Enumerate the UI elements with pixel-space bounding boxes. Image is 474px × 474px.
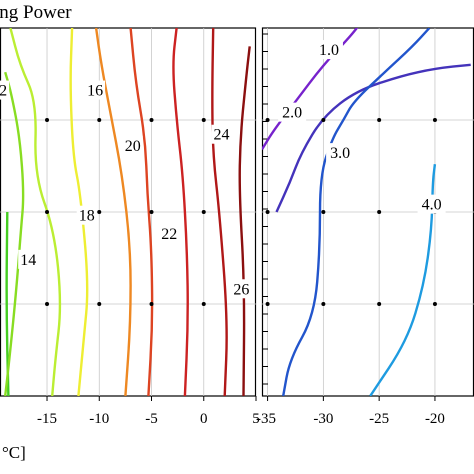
contour-label: 14 bbox=[20, 252, 36, 269]
contour-label: 16 bbox=[87, 83, 103, 100]
grid-point bbox=[201, 302, 206, 306]
grid-point bbox=[45, 118, 50, 122]
contour-label-bg bbox=[326, 143, 355, 163]
contour-label-bg bbox=[85, 80, 106, 100]
right-panel: 1.0 2.0 3.0 4.0 -35 -30 -25 -20 bbox=[256, 27, 474, 427]
contour-line-2 bbox=[4, 71, 25, 396]
grid-point bbox=[321, 302, 326, 306]
x-tick-label: -35 bbox=[256, 411, 276, 427]
contour-label: 4.0 bbox=[422, 197, 442, 214]
x-axis-label-fragment: °C] bbox=[2, 443, 26, 462]
x-tick-label: -25 bbox=[369, 411, 389, 427]
left-contour-labels: 2 14 16 18 20 22 24 26 bbox=[0, 80, 252, 299]
grid-point bbox=[149, 210, 154, 214]
left-grid-points bbox=[45, 118, 206, 306]
contour-label-bg bbox=[278, 102, 307, 122]
grid-point bbox=[201, 210, 206, 214]
contour-label: 2.0 bbox=[282, 105, 302, 122]
contour-label: 20 bbox=[125, 138, 141, 155]
x-tick-label: -10 bbox=[89, 411, 109, 427]
contour-label-bg bbox=[122, 135, 143, 155]
grid-point bbox=[149, 118, 154, 122]
contour-label: 26 bbox=[233, 281, 249, 298]
grid-point bbox=[45, 302, 50, 306]
contour-line-22 bbox=[172, 28, 189, 396]
grid-point bbox=[97, 118, 102, 122]
contour-label: 18 bbox=[79, 208, 95, 225]
contour-label-bg bbox=[231, 279, 252, 299]
grid-point bbox=[265, 302, 270, 306]
grid-point bbox=[377, 302, 382, 306]
contour-line-18 bbox=[94, 28, 132, 396]
grid-point bbox=[201, 118, 206, 122]
contour-label-bg bbox=[18, 249, 39, 269]
left-x-ticks: -15 -10 -5 0 5 bbox=[37, 396, 260, 427]
contour-label-bg bbox=[76, 205, 97, 225]
grid-point bbox=[432, 302, 437, 306]
x-tick-label: 0 bbox=[200, 411, 208, 427]
contour-label: 1.0 bbox=[319, 42, 339, 59]
contour-line-2-0 bbox=[275, 63, 471, 213]
grid-point bbox=[97, 210, 102, 214]
contour-label-bg bbox=[417, 194, 446, 214]
contour-label: 24 bbox=[214, 127, 230, 144]
right-grid-points bbox=[265, 118, 437, 306]
grid-point bbox=[149, 302, 154, 306]
contour-line-16 bbox=[69, 28, 89, 396]
x-tick-label: -30 bbox=[313, 411, 333, 427]
contour-line-24 bbox=[211, 28, 228, 396]
x-tick-label: -5 bbox=[145, 411, 158, 427]
contour-label: 2 bbox=[0, 83, 7, 100]
grid-point bbox=[265, 118, 270, 122]
x-tick-label: 5 bbox=[252, 411, 260, 427]
right-contour-labels: 1.0 2.0 3.0 4.0 bbox=[278, 40, 446, 214]
grid-point bbox=[377, 210, 382, 214]
contour-label-bg bbox=[0, 80, 10, 100]
x-tick-label: -20 bbox=[425, 411, 445, 427]
grid-point bbox=[377, 118, 382, 122]
contour-label-bg bbox=[211, 124, 232, 144]
left-contours bbox=[4, 28, 251, 396]
contour-label-bg bbox=[314, 40, 343, 60]
grid-point bbox=[45, 210, 50, 214]
grid-point bbox=[97, 302, 102, 306]
contour-label-bg bbox=[159, 224, 180, 244]
grid-point bbox=[321, 118, 326, 122]
grid-point bbox=[265, 210, 270, 214]
grid-point bbox=[432, 118, 437, 122]
left-panel: 2 14 16 18 20 22 24 26 -15 -10 -5 0 5 bbox=[0, 27, 260, 427]
x-tick-label: -15 bbox=[37, 411, 57, 427]
grid-point bbox=[321, 210, 326, 214]
chart-title: ing Power bbox=[0, 2, 72, 23]
contour-line-unlabeled bbox=[5, 211, 10, 396]
contour-line-1-0 bbox=[262, 28, 359, 151]
contour-line-20 bbox=[129, 28, 154, 396]
contour-label: 22 bbox=[161, 226, 177, 243]
contour-label: 3.0 bbox=[330, 145, 350, 162]
contour-line-26 bbox=[238, 46, 251, 396]
right-x-ticks: -35 -30 -25 -20 bbox=[256, 396, 445, 427]
contour-line-14 bbox=[9, 28, 62, 396]
right-y-minor-ticks bbox=[262, 33, 268, 385]
